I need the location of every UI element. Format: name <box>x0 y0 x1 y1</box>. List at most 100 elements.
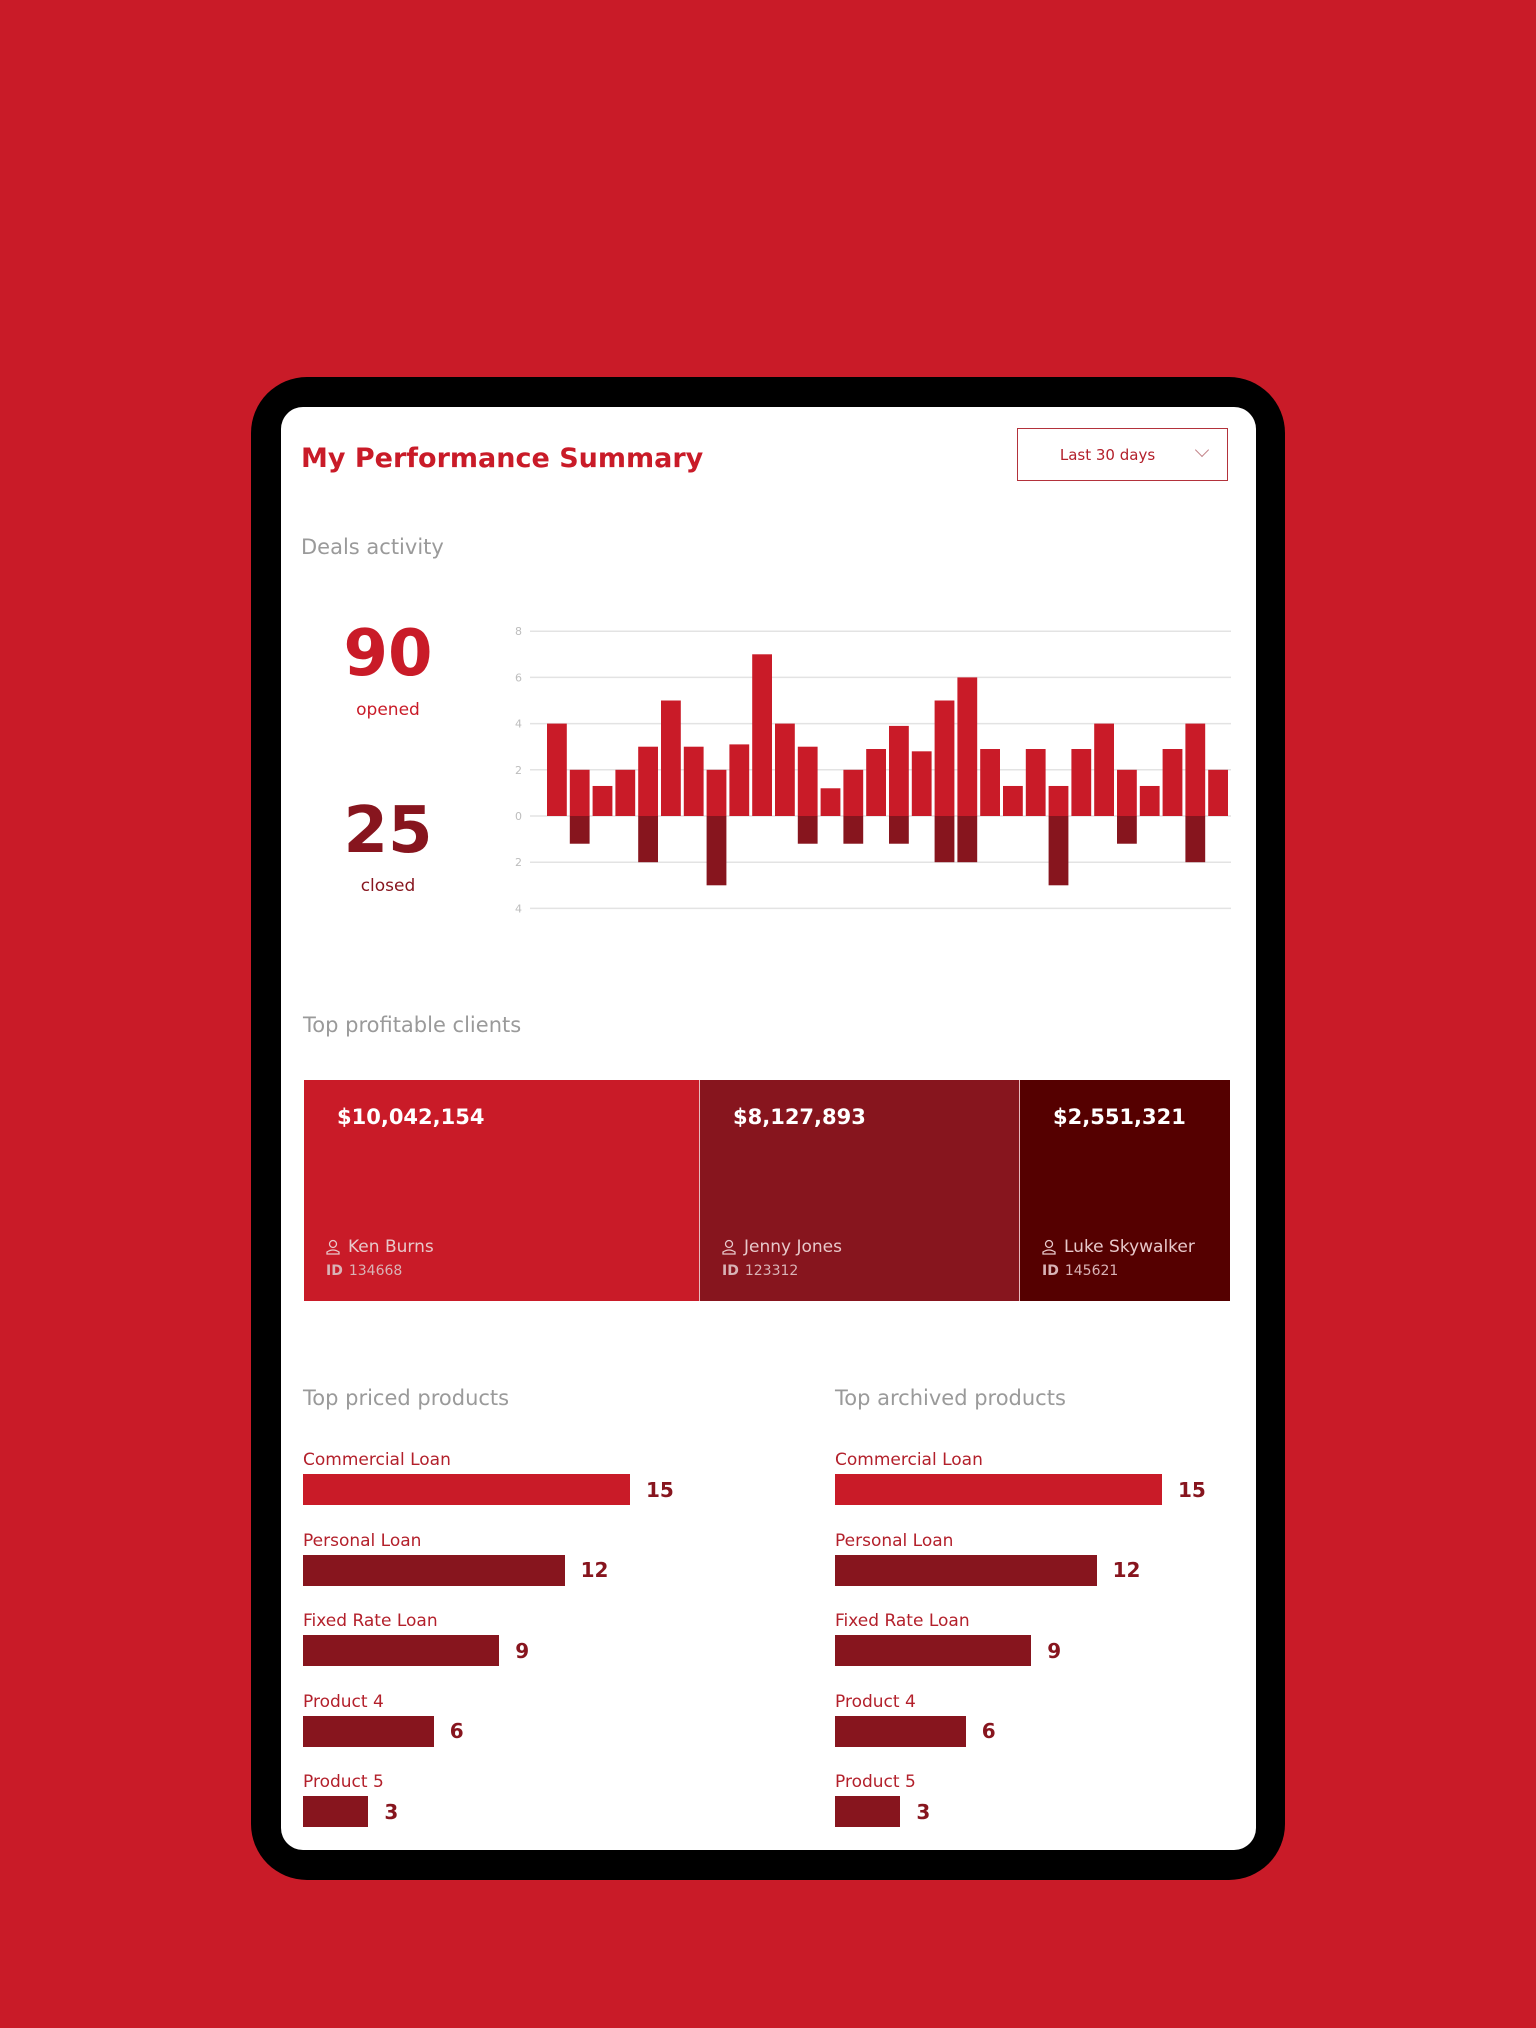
opened-bar <box>1162 749 1183 816</box>
client-name: Luke Skywalker <box>1042 1237 1195 1257</box>
product-bar <box>303 1554 565 1586</box>
screen: My Performance Summary Last 30 days Deal… <box>281 407 1256 1850</box>
y-tick-label: 4 <box>515 718 522 731</box>
period-dropdown-value: Last 30 days <box>1059 445 1156 464</box>
user-icon <box>1042 1239 1056 1255</box>
client-tile[interactable]: $8,127,893 Jenny Jones ID 123312 <box>699 1080 1019 1301</box>
product-row: Fixed Rate Loan 9 <box>835 1611 1255 1666</box>
product-label: Product 5 <box>303 1772 384 1792</box>
client-id-value: 145621 <box>1064 1263 1119 1279</box>
y-tick-label: 4 <box>515 902 522 915</box>
closed-bar <box>843 816 864 844</box>
client-id: ID 123312 <box>722 1263 798 1279</box>
opened-bar <box>820 788 841 816</box>
opened-bar <box>1003 785 1023 816</box>
product-bar <box>303 1715 434 1747</box>
client-amount: $2,551,321 <box>1053 1105 1186 1129</box>
opened-bar <box>911 751 932 816</box>
product-label: Personal Loan <box>835 1530 954 1551</box>
product-value: 12 <box>1112 1558 1141 1582</box>
client-id-label: ID <box>1042 1263 1059 1279</box>
opened-count: 90 <box>343 617 433 691</box>
product-value: 15 <box>646 1477 674 1502</box>
opened-bar <box>592 785 613 816</box>
product-label: Product 4 <box>835 1691 916 1712</box>
product-label: Commercial Loan <box>303 1450 451 1470</box>
deals-bar-chart: 8 6 4 2 0 2 4 <box>515 625 1231 915</box>
opened-bar <box>957 677 978 816</box>
client-amount: $10,042,154 <box>337 1105 485 1129</box>
client-id-label: ID <box>722 1263 739 1279</box>
opened-label: opened <box>356 700 420 720</box>
closed-bar <box>1117 816 1137 844</box>
page-title: My Performance Summary <box>301 443 704 474</box>
product-label: Fixed Rate Loan <box>303 1611 438 1631</box>
product-value: 9 <box>1047 1638 1062 1663</box>
opened-bar <box>797 746 818 816</box>
product-row: Product 5 3 <box>303 1772 803 1827</box>
opened-bar <box>752 654 772 816</box>
client-name-text: Jenny Jones <box>744 1237 842 1257</box>
client-name-text: Ken Burns <box>348 1237 434 1257</box>
clients-tiles: $10,042,154 Ken Burns ID 134668 $8,127,893… <box>304 1080 1230 1301</box>
clients-section-title: Top profitable clients <box>303 1013 522 1037</box>
product-row: Product 5 3 <box>835 1772 1255 1827</box>
opened-bar <box>1025 749 1046 816</box>
product-row: Commercial Loan 15 <box>303 1450 803 1505</box>
client-tile[interactable]: $2,551,321 Luke Skywalker ID 145621 <box>1019 1080 1230 1301</box>
closed-bar <box>569 816 590 844</box>
product-bar <box>835 1796 901 1827</box>
product-row: Fixed Rate Loan 9 <box>303 1611 803 1666</box>
product-label: Fixed Rate Loan <box>835 1611 970 1631</box>
user-icon <box>722 1239 736 1255</box>
product-bar <box>835 1715 966 1747</box>
opened-bar <box>683 746 704 816</box>
client-name: Ken Burns <box>326 1237 434 1257</box>
opened-bar <box>1094 723 1114 816</box>
product-bar <box>835 1635 1032 1666</box>
closed-bar <box>889 816 909 844</box>
opened-bar <box>547 723 567 816</box>
priced-section-title: Top priced products <box>303 1386 510 1410</box>
opened-bar <box>980 749 1000 816</box>
client-id-label: ID <box>326 1263 343 1279</box>
product-bar <box>835 1474 1162 1505</box>
client-name: Jenny Jones <box>722 1237 842 1257</box>
chevron-down-icon <box>1194 442 1210 458</box>
opened-bar <box>1139 785 1160 816</box>
client-tile[interactable]: $10,042,154 Ken Burns ID 134668 <box>304 1080 699 1301</box>
opened-bar <box>775 723 795 816</box>
product-row: Personal Loan 12 <box>303 1531 803 1586</box>
period-dropdown[interactable]: Last 30 days <box>1017 428 1228 481</box>
product-bar <box>835 1554 1097 1586</box>
y-tick-label: 2 <box>515 856 522 869</box>
closed-bar <box>638 816 658 863</box>
closed-bar <box>706 816 727 886</box>
client-id: ID 145621 <box>1042 1263 1118 1279</box>
closed-label: closed <box>360 876 416 896</box>
user-icon <box>326 1239 340 1255</box>
product-value: 3 <box>384 1799 399 1824</box>
opened-bar <box>866 749 886 816</box>
archived-section-title: Top archived products <box>835 1386 1066 1410</box>
product-label: Commercial Loan <box>835 1450 983 1470</box>
product-row: Product 4 6 <box>835 1692 1255 1747</box>
closed-bar <box>1185 816 1206 863</box>
opened-bar <box>661 700 681 816</box>
product-row: Commercial Loan 15 <box>835 1450 1255 1505</box>
opened-bar <box>1185 723 1206 816</box>
product-bar <box>303 1474 630 1505</box>
y-tick-label: 8 <box>515 625 522 638</box>
y-tick-label: 2 <box>515 764 522 777</box>
product-bar <box>303 1796 369 1827</box>
client-name-text: Luke Skywalker <box>1064 1237 1195 1257</box>
closed-bar <box>797 816 818 844</box>
opened-bar <box>706 769 727 816</box>
client-id-value: 134668 <box>348 1263 403 1279</box>
product-value: 12 <box>580 1558 609 1582</box>
opened-bar <box>1071 749 1092 816</box>
y-tick-label: 0 <box>515 810 522 823</box>
closed-bar <box>1048 816 1069 886</box>
deals-section-title: Deals activity <box>301 535 444 559</box>
opened-bar <box>843 769 864 816</box>
